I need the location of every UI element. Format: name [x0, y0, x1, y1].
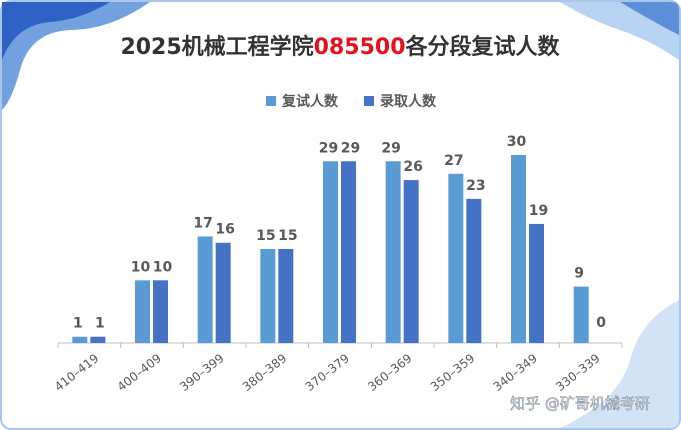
- bar: [403, 180, 419, 343]
- value-label: 29: [381, 140, 400, 156]
- legend-label: 复试人数: [281, 93, 339, 110]
- value-label: 10: [153, 259, 173, 275]
- title-part: 2025机械工程学院: [120, 34, 313, 60]
- bar: [529, 223, 544, 343]
- bar: [448, 173, 464, 343]
- bar: [466, 198, 482, 343]
- bar: [573, 286, 589, 343]
- bar: [197, 236, 213, 343]
- value-label: 17: [193, 215, 212, 231]
- value-label: 29: [319, 140, 338, 156]
- title-part: 各分段复试人数: [405, 34, 561, 60]
- value-label: 0: [596, 315, 606, 331]
- value-label: 29: [341, 140, 360, 156]
- decor: [2, 2, 110, 60]
- title-part: 085500: [314, 35, 406, 60]
- decor: [560, 300, 679, 428]
- bar: [260, 249, 276, 343]
- bar: [385, 161, 401, 343]
- value-label: 10: [131, 259, 151, 275]
- bar: [153, 280, 168, 343]
- legend-swatch: [364, 96, 374, 106]
- value-label: 15: [278, 228, 297, 244]
- value-label: 16: [215, 222, 234, 238]
- value-label: 19: [529, 203, 548, 219]
- decor: [2, 2, 150, 110]
- watermark: 知乎 @矿哥机械考研: [510, 395, 650, 413]
- value-label: 9: [574, 266, 584, 282]
- bar: [135, 280, 150, 343]
- bar: [90, 336, 106, 343]
- value-label: 23: [466, 178, 485, 194]
- value-label: 27: [444, 153, 463, 169]
- bar: [511, 155, 526, 343]
- value-label: 30: [507, 134, 527, 150]
- decor: [620, 2, 679, 35]
- value-label: 1: [73, 316, 83, 332]
- bar: [72, 336, 88, 343]
- legend-label: 录取人数: [380, 93, 437, 110]
- chart-title: 2025机械工程学院085500各分段复试人数: [120, 34, 560, 60]
- legend: 复试人数 录取人数: [266, 93, 437, 110]
- bar: [215, 242, 231, 343]
- bar: [341, 161, 356, 343]
- value-label: 1: [95, 316, 105, 332]
- value-label: 15: [256, 228, 275, 244]
- bar: [278, 249, 294, 343]
- legend-swatch: [266, 96, 276, 106]
- bar: [323, 161, 338, 343]
- value-label: 26: [403, 159, 422, 175]
